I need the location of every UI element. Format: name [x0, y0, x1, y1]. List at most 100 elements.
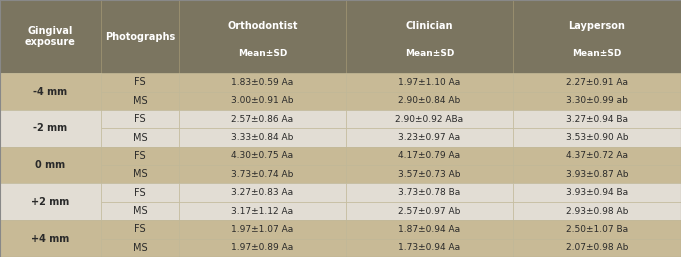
- Bar: [513, 147, 681, 165]
- Bar: [101, 220, 179, 238]
- Text: FS: FS: [134, 77, 146, 87]
- Bar: [101, 110, 179, 128]
- Bar: [513, 202, 681, 220]
- Text: 2.93±0.98 Ab: 2.93±0.98 Ab: [566, 207, 628, 216]
- Bar: [0, 0, 101, 73]
- Bar: [0, 147, 101, 183]
- Text: 3.30±0.99 ab: 3.30±0.99 ab: [566, 96, 628, 105]
- Bar: [101, 183, 179, 202]
- Text: FS: FS: [134, 224, 146, 234]
- Bar: [101, 0, 179, 73]
- Text: 2.07±0.98 Ab: 2.07±0.98 Ab: [566, 243, 628, 252]
- Text: 4.17±0.79 Aa: 4.17±0.79 Aa: [398, 151, 460, 160]
- Bar: [101, 165, 179, 183]
- Bar: [346, 165, 513, 183]
- Text: Mean±SD: Mean±SD: [238, 49, 287, 58]
- Text: Gingival
exposure: Gingival exposure: [25, 26, 76, 48]
- Text: 1.73±0.94 Aa: 1.73±0.94 Aa: [398, 243, 460, 252]
- Bar: [179, 202, 346, 220]
- Bar: [346, 128, 513, 147]
- Text: Clinician: Clinician: [406, 21, 453, 31]
- Text: 2.90±0.84 Ab: 2.90±0.84 Ab: [398, 96, 460, 105]
- Bar: [0, 183, 101, 220]
- Text: -4 mm: -4 mm: [33, 87, 67, 97]
- Bar: [0, 183, 101, 202]
- Bar: [0, 73, 101, 110]
- Bar: [513, 128, 681, 147]
- Bar: [0, 128, 101, 147]
- Bar: [346, 147, 513, 165]
- Bar: [101, 73, 179, 91]
- Bar: [179, 128, 346, 147]
- Text: 1.97±0.89 Aa: 1.97±0.89 Aa: [232, 243, 294, 252]
- Bar: [0, 110, 101, 147]
- Bar: [346, 91, 513, 110]
- Bar: [179, 165, 346, 183]
- Bar: [346, 220, 513, 238]
- Bar: [179, 147, 346, 165]
- Bar: [513, 0, 681, 73]
- Text: +4 mm: +4 mm: [31, 234, 69, 244]
- Text: Layperson: Layperson: [569, 21, 625, 31]
- Bar: [0, 202, 101, 220]
- Text: 2.27±0.91 Aa: 2.27±0.91 Aa: [566, 78, 628, 87]
- Text: 2.90±0.92 ABa: 2.90±0.92 ABa: [395, 115, 464, 124]
- Bar: [513, 73, 681, 91]
- Bar: [101, 238, 179, 257]
- Text: 3.93±0.87 Ab: 3.93±0.87 Ab: [566, 170, 628, 179]
- Bar: [101, 128, 179, 147]
- Text: Mean±SD: Mean±SD: [572, 49, 622, 58]
- Bar: [179, 238, 346, 257]
- Text: 2.57±0.97 Ab: 2.57±0.97 Ab: [398, 207, 460, 216]
- Bar: [179, 73, 346, 91]
- Text: Orthodontist: Orthodontist: [227, 21, 298, 31]
- Bar: [0, 110, 101, 128]
- Bar: [513, 220, 681, 238]
- Text: 3.27±0.83 Aa: 3.27±0.83 Aa: [232, 188, 294, 197]
- Bar: [513, 110, 681, 128]
- Text: MS: MS: [133, 243, 147, 253]
- Bar: [0, 238, 101, 257]
- Text: FS: FS: [134, 114, 146, 124]
- Text: 3.93±0.94 Ba: 3.93±0.94 Ba: [566, 188, 628, 197]
- Bar: [179, 110, 346, 128]
- Bar: [101, 91, 179, 110]
- Bar: [346, 183, 513, 202]
- Text: 0 mm: 0 mm: [35, 160, 65, 170]
- Text: 4.30±0.75 Aa: 4.30±0.75 Aa: [232, 151, 294, 160]
- Bar: [346, 238, 513, 257]
- Text: 3.33±0.84 Ab: 3.33±0.84 Ab: [232, 133, 294, 142]
- Bar: [0, 165, 101, 183]
- Bar: [513, 165, 681, 183]
- Text: 1.87±0.94 Aa: 1.87±0.94 Aa: [398, 225, 460, 234]
- Text: 3.53±0.90 Ab: 3.53±0.90 Ab: [566, 133, 628, 142]
- Text: Photographs: Photographs: [105, 32, 175, 42]
- Text: MS: MS: [133, 96, 147, 106]
- Bar: [101, 147, 179, 165]
- Bar: [179, 91, 346, 110]
- Bar: [513, 238, 681, 257]
- Bar: [0, 147, 101, 165]
- Bar: [179, 183, 346, 202]
- Bar: [513, 183, 681, 202]
- Text: 3.23±0.97 Aa: 3.23±0.97 Aa: [398, 133, 460, 142]
- Text: 2.57±0.86 Aa: 2.57±0.86 Aa: [232, 115, 294, 124]
- Bar: [0, 220, 101, 257]
- Bar: [0, 220, 101, 238]
- Text: 3.73±0.74 Ab: 3.73±0.74 Ab: [232, 170, 294, 179]
- Bar: [346, 110, 513, 128]
- Text: Mean±SD: Mean±SD: [405, 49, 454, 58]
- Text: MS: MS: [133, 133, 147, 143]
- Text: MS: MS: [133, 169, 147, 179]
- Text: 3.27±0.94 Ba: 3.27±0.94 Ba: [566, 115, 628, 124]
- Bar: [346, 202, 513, 220]
- Text: 2.50±1.07 Ba: 2.50±1.07 Ba: [566, 225, 628, 234]
- Text: 3.73±0.78 Ba: 3.73±0.78 Ba: [398, 188, 460, 197]
- Bar: [0, 73, 101, 91]
- Text: 3.00±0.91 Ab: 3.00±0.91 Ab: [232, 96, 294, 105]
- Text: 3.57±0.73 Ab: 3.57±0.73 Ab: [398, 170, 460, 179]
- Bar: [101, 202, 179, 220]
- Text: 4.37±0.72 Aa: 4.37±0.72 Aa: [566, 151, 628, 160]
- Text: MS: MS: [133, 206, 147, 216]
- Text: 1.83±0.59 Aa: 1.83±0.59 Aa: [232, 78, 294, 87]
